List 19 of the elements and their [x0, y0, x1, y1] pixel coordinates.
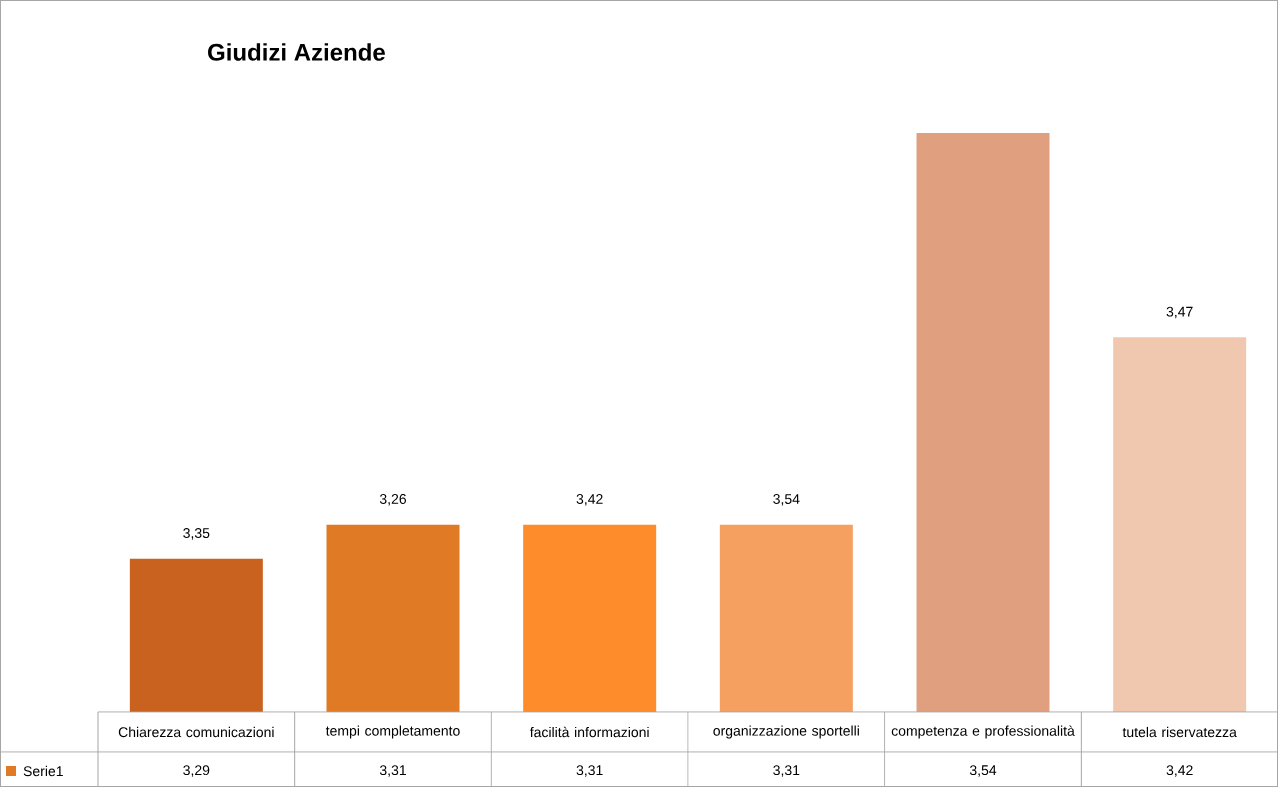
- data-label: 3,31: [379, 765, 406, 777]
- data-label: 3,42: [1166, 765, 1193, 777]
- x-tick-label: facilità informazioni: [529, 726, 649, 738]
- x-tick-label: tempi completamento: [325, 725, 460, 739]
- x-tick-label: organizzazione sportelli: [713, 725, 859, 739]
- annotation: 3,47: [1166, 306, 1193, 319]
- x-tick-label: competenza e professionalità: [891, 725, 1075, 739]
- legend-label: Serie1: [23, 765, 63, 777]
- chart-title: Giudizi Aziende: [208, 43, 385, 61]
- data-label: 3,29: [183, 765, 210, 777]
- data-label: 3,54: [969, 765, 997, 777]
- data-label: 3,31: [576, 765, 603, 777]
- data-label: 3,31: [773, 765, 800, 777]
- x-tick-label: Chiarezza comunicazioni: [118, 726, 274, 738]
- annotation: 3,54: [773, 494, 800, 506]
- x-tick-label: tutela riservatezza: [1122, 726, 1237, 738]
- annotation: 3,26: [379, 494, 406, 506]
- annotation: 3,35: [183, 528, 210, 540]
- annotation: 3,42: [576, 494, 603, 506]
